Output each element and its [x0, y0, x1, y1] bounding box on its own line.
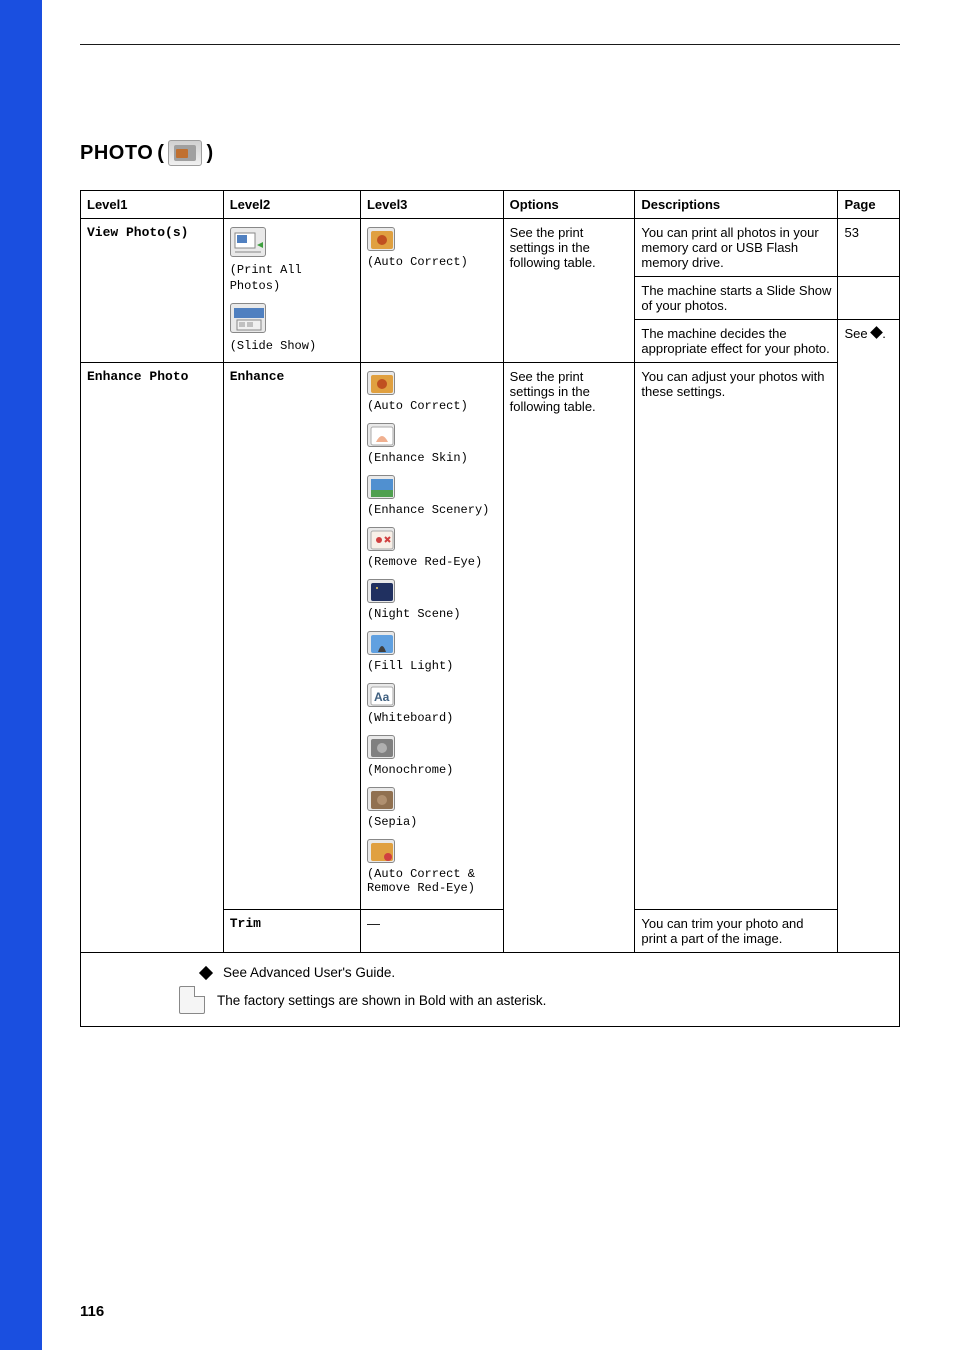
auto-correct-icon — [367, 371, 395, 395]
whiteboard-icon: Aa — [367, 683, 395, 707]
cell-desc-view-photos-3: The machine decides the appropriate effe… — [635, 320, 838, 363]
cell-page-view-photos-2 — [838, 277, 900, 320]
cell-desc-view-photos-1: You can print all photos in your memory … — [635, 219, 838, 277]
slide-show-icon — [230, 303, 266, 333]
table-row: Enhance Photo Enhance (Auto Correct) (En… — [81, 363, 900, 910]
note-icon — [179, 986, 205, 1014]
cell-l3-trim: — — [360, 910, 503, 953]
cell-desc-view-photos-2: The machine starts a Slide Show of your … — [635, 277, 838, 320]
page-number: 116 — [80, 1303, 104, 1320]
th-descriptions: Descriptions — [635, 191, 838, 219]
top-horizontal-rule — [80, 44, 900, 45]
cell-page-view-photos-1: 53 — [838, 219, 900, 277]
footer-note-row: The factory settings are shown in Bold w… — [91, 986, 889, 1014]
cell-l3-view-photos: (Auto Correct) — [360, 219, 503, 363]
sepia-icon — [367, 787, 395, 811]
cell-l3-enhance: (Auto Correct) (Enhance Skin) (Enhance S… — [360, 363, 503, 910]
cell-l2-enhance: Enhance — [223, 363, 360, 910]
diamond-icon — [199, 965, 213, 979]
th-level1: Level1 — [81, 191, 224, 219]
night-scene-icon — [367, 579, 395, 603]
left-accent-band — [0, 0, 42, 1350]
photo-menu-table: Level1 Level2 Level3 Options Description… — [80, 190, 900, 1027]
cell-l2-view-photos: (Print All Photos) (Slide Show) — [223, 219, 360, 363]
auto-correct-icon — [367, 227, 395, 251]
th-level2: Level2 — [223, 191, 360, 219]
th-options: Options — [503, 191, 635, 219]
heading-paren-close: ) — [206, 142, 213, 165]
cell-desc-enhance: You can adjust your photos with these se… — [635, 363, 838, 910]
section-heading: PHOTO ( ) — [80, 140, 900, 166]
th-level3: Level3 — [360, 191, 503, 219]
monochrome-icon — [367, 735, 395, 759]
cell-page-see-diamond: See . — [838, 320, 900, 953]
cell-options-view-photos: See the print settings in the following … — [503, 219, 635, 363]
table-footer-row: See Advanced User's Guide. The factory s… — [81, 953, 900, 1027]
auto-correct-remove-red-eye-icon — [367, 839, 395, 863]
svg-text:Aa: Aa — [374, 690, 390, 704]
table-header-row: Level1 Level2 Level3 Options Description… — [81, 191, 900, 219]
heading-text: PHOTO — [80, 142, 153, 165]
cell-footer: See Advanced User's Guide. The factory s… — [81, 953, 900, 1027]
cell-desc-trim: You can trim your photo and print a part… — [635, 910, 838, 953]
table-row: View Photo(s) (Print All Photos) (Slide … — [81, 219, 900, 277]
print-all-photos-icon — [230, 227, 266, 257]
footer-note-text: The factory settings are shown in Bold w… — [217, 993, 546, 1008]
footer-guide-row: See Advanced User's Guide. — [91, 965, 889, 980]
cell-l1-enhance: Enhance Photo — [81, 363, 224, 953]
heading-paren-open: ( — [157, 142, 164, 165]
enhance-skin-icon — [367, 423, 395, 447]
enhance-scenery-icon — [367, 475, 395, 499]
fill-light-icon — [367, 631, 395, 655]
th-page: Page — [838, 191, 900, 219]
cell-l1-view-photos: View Photo(s) — [81, 219, 224, 363]
footer-guide-text: See Advanced User's Guide. — [223, 965, 395, 980]
remove-red-eye-icon — [367, 527, 395, 551]
photo-icon — [168, 140, 202, 166]
cell-options-enhance: See the print settings in the following … — [503, 363, 635, 953]
cell-l2-trim: Trim — [223, 910, 360, 953]
page-content: PHOTO ( ) Level1 Level2 Level3 Options D… — [80, 140, 900, 1027]
